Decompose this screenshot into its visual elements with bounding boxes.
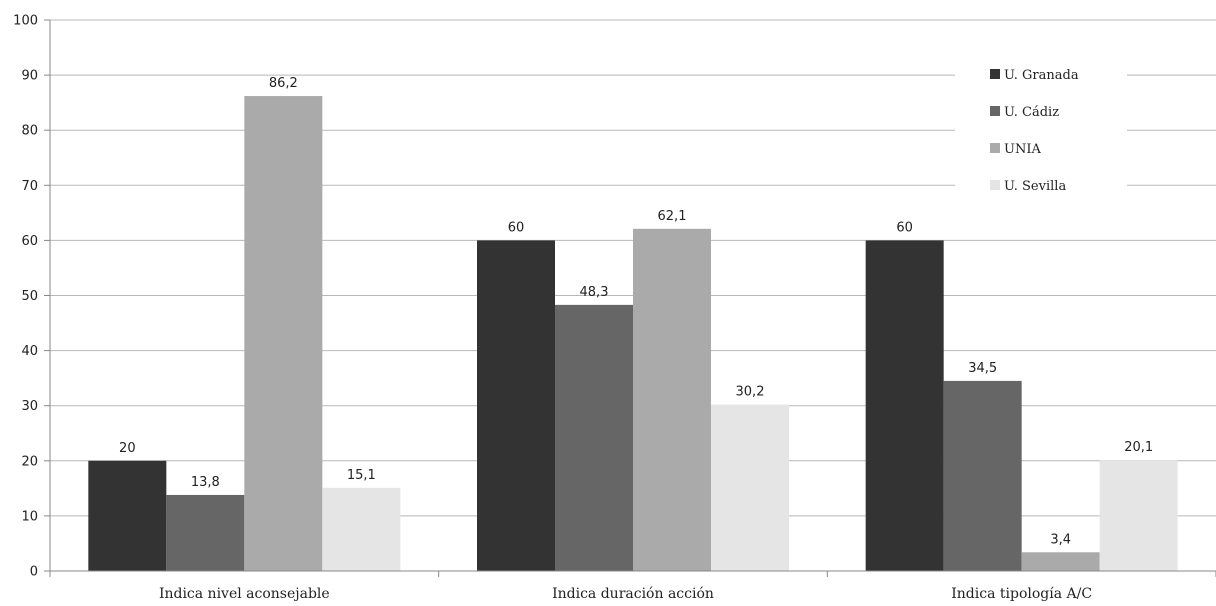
bar-u-c-diz [943, 380, 1022, 571]
legend-swatch [990, 180, 1000, 190]
bar-u-granada [865, 240, 944, 571]
legend-label: UNIA [1004, 142, 1041, 157]
y-tick-label: 90 [21, 69, 38, 84]
data-label: 3,4 [1050, 532, 1071, 547]
x-category-label: Indica tipología A/C [951, 586, 1092, 602]
bar-unia [633, 228, 711, 572]
legend-swatch [990, 69, 1000, 79]
bar-u-granada [477, 240, 555, 571]
data-label: 20,1 [1124, 440, 1153, 455]
x-axis-categories: Indica nivel aconsejable Indica duración … [159, 586, 1092, 602]
y-tick-label: 100 [13, 14, 38, 29]
legend-label: U. Cádiz [1004, 105, 1059, 120]
y-axis-ticks: 0 10 20 30 40 50 60 70 80 90 100 [13, 14, 50, 580]
data-label: 34,5 [968, 361, 997, 376]
bar-u-granada [88, 460, 167, 571]
data-label: 13,8 [191, 475, 220, 490]
bar-u-sevilla [1099, 460, 1178, 571]
bar-unia [1021, 552, 1100, 571]
data-label: 48,3 [580, 285, 609, 300]
legend-label: U. Granada [1004, 68, 1079, 83]
bar-unia [244, 96, 323, 572]
y-tick-label: 70 [21, 179, 38, 194]
data-label: 60 [896, 220, 913, 235]
y-tick-label: 10 [21, 509, 38, 524]
data-label: 30,2 [736, 385, 765, 400]
y-tick-label: 20 [21, 454, 38, 469]
y-tick-label: 60 [21, 234, 38, 249]
legend-swatch [990, 143, 1000, 153]
y-tick-label: 50 [21, 289, 38, 304]
legend-background [955, 55, 1127, 203]
y-tick-label: 30 [21, 399, 38, 414]
x-category-label: Indica duración acción [552, 586, 714, 602]
x-axis [49, 20, 1216, 577]
data-label: 60 [508, 220, 525, 235]
bar-u-sevilla [322, 487, 401, 571]
bar-u-c-diz [555, 304, 633, 571]
legend-swatch [990, 106, 1000, 116]
data-label: 20 [119, 441, 136, 456]
x-category-label: Indica nivel aconsejable [159, 586, 330, 602]
data-label: 15,1 [347, 468, 376, 483]
data-label: 86,2 [269, 76, 298, 91]
y-tick-label: 0 [30, 565, 38, 580]
y-tick-label: 40 [21, 344, 38, 359]
bars [88, 96, 1178, 572]
data-labels: 20 13,8 86,2 15,1 60 48,3 62,1 30,2 60 34,5 3,4 20,… [119, 76, 1153, 547]
data-label: 62,1 [658, 209, 687, 224]
legend: U. Granada U. Cádiz UNIA U. Sevilla [955, 55, 1127, 203]
y-tick-label: 80 [21, 124, 38, 139]
bar-u-sevilla [711, 404, 789, 571]
legend-label: U. Sevilla [1004, 179, 1066, 194]
bar-u-c-diz [166, 494, 245, 571]
